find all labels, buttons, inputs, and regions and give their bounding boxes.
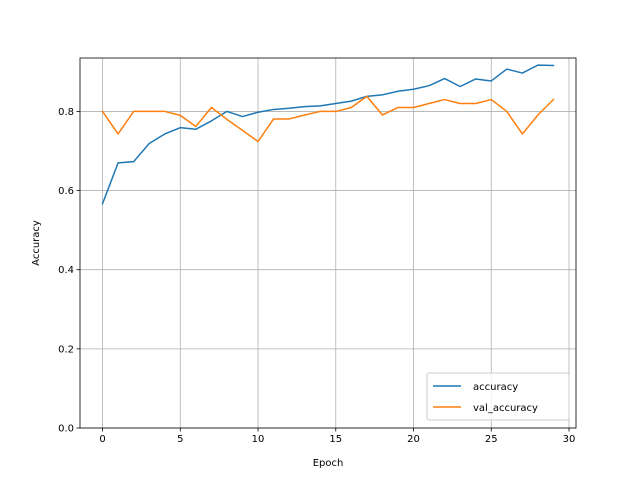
series-line-accuracy: [101, 64, 555, 205]
x-tick-label: 10: [252, 434, 265, 445]
x-tick-label: 0: [99, 434, 105, 445]
x-axis-label: Epoch: [313, 458, 344, 469]
y-tick-label: 0.4: [58, 265, 74, 276]
y-tick-label: 0.0: [58, 424, 74, 435]
axis-ticks: 0 5 10 15 20 25 30 0.0 0.2 0.4 0.6 0.8: [58, 107, 575, 445]
series-layer: [101, 64, 555, 205]
x-tick-label: 20: [407, 434, 420, 445]
y-tick-label: 0.2: [58, 344, 74, 355]
y-tick-label: 0.6: [58, 186, 74, 197]
x-tick-label: 15: [329, 434, 342, 445]
legend: accuracy val_accuracy: [426, 372, 570, 421]
y-axis-label: Accuracy: [31, 220, 42, 266]
x-tick-label: 30: [563, 434, 576, 445]
legend-box: [426, 372, 570, 421]
series-line-val-accuracy: [101, 95, 555, 143]
x-tick-label: 5: [177, 434, 183, 445]
x-tick-label: 25: [485, 434, 498, 445]
legend-label-accuracy: accuracy: [473, 382, 518, 393]
plot-frame: [79, 57, 577, 429]
legend-label-val-accuracy: val_accuracy: [473, 403, 538, 414]
y-tick-label: 0.8: [58, 107, 74, 118]
